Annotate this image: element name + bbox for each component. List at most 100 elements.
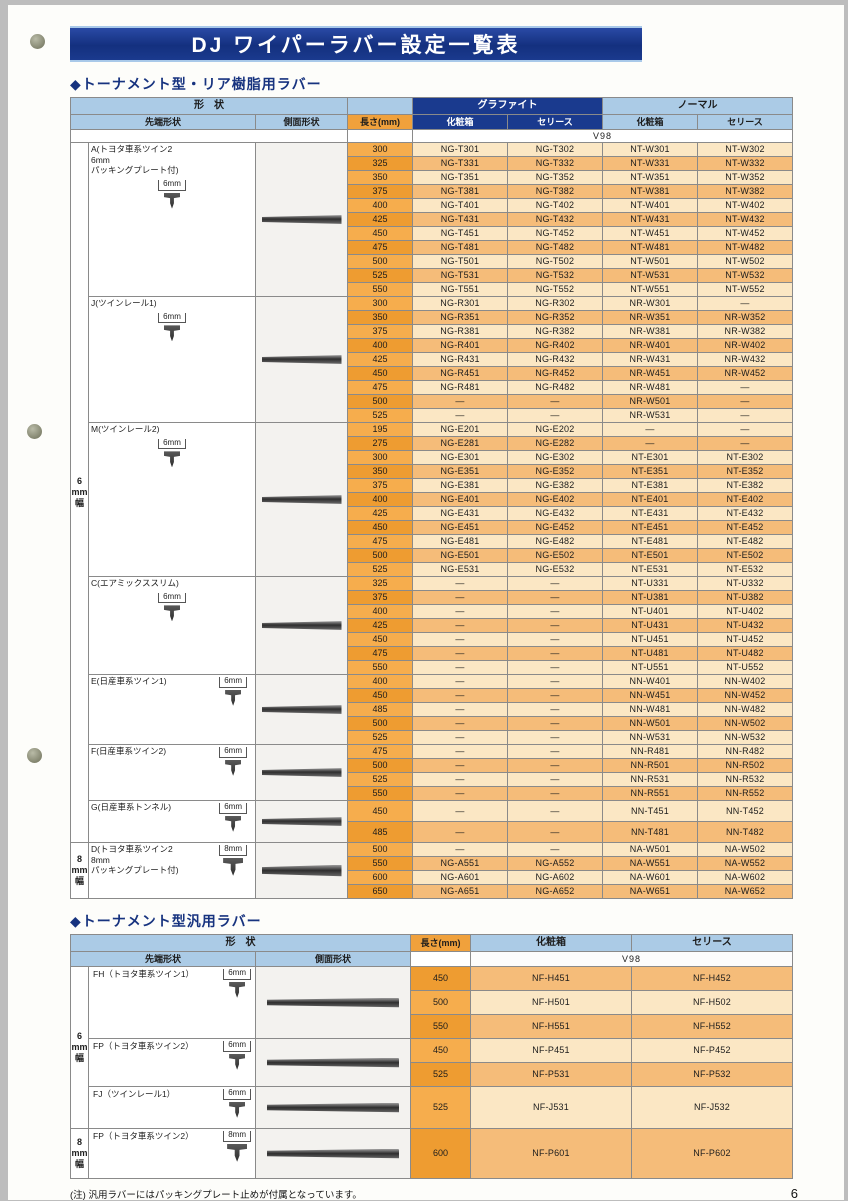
group-label-line: C(エアミックススリム)	[91, 578, 179, 588]
length-cell: 525	[347, 408, 414, 423]
length-cell: 350	[347, 310, 414, 325]
part-number-cell: NG-E401	[412, 492, 509, 507]
part-number-cell: —	[412, 660, 509, 675]
part-number-cell: NT-U332	[697, 576, 794, 591]
length-cell: 550	[347, 786, 414, 801]
table-row: 550 NF-H551 NF-H552	[71, 1014, 794, 1039]
tip-shape-cell: FP（トヨタ車系ツイン2） 6mm	[88, 1038, 256, 1087]
length-cell: 525	[347, 730, 414, 745]
tip-shape-drawing: 6mm	[158, 438, 186, 468]
part-number-cell: NG-E431	[412, 506, 509, 521]
part-number-cell: NN-T452	[697, 800, 794, 822]
table-row: 400— — NT-U401 NT-U402	[71, 604, 794, 619]
length-cell: 500	[347, 758, 414, 773]
table-row: M(ツインレール2) 6mm 195 NG-E201 NG-E202— —	[71, 422, 794, 577]
section2-heading: ◆トーナメント型汎用ラバー	[70, 913, 262, 929]
part-number-cell: NG-E352	[507, 464, 604, 479]
part-number-cell: —	[697, 394, 794, 409]
length-cell: 300	[347, 450, 414, 465]
part-number-cell: NT-W301	[602, 142, 699, 157]
part-number-cell: NG-E381	[412, 478, 509, 493]
table-row: FP（トヨタ車系ツイン2） 6mm 450 NF-P451 NF-P452	[71, 1038, 794, 1087]
tip-shape-drawing: 6mm	[223, 968, 251, 998]
part-number-cell: NR-W382	[697, 324, 794, 339]
part-number-cell: NN-W481	[602, 702, 699, 717]
length-cell: 650	[347, 884, 414, 899]
length-cell: 350	[347, 464, 414, 479]
part-number-cell: NT-W552	[697, 282, 794, 297]
part-number-cell: NF-H452	[631, 966, 794, 991]
part-number-cell: NT-E432	[697, 506, 794, 521]
tip-shape-header: 先端形状	[70, 114, 256, 130]
table-row: 6 mm 幅 FH（トヨタ車系ツイン1） 6mm 450 NF-H451 NF-H452	[70, 966, 794, 1129]
part-number-cell: NG-E481	[412, 534, 509, 549]
punch-hole-icon	[30, 34, 45, 49]
part-number-cell: NA-W602	[697, 870, 794, 885]
part-number-cell: NG-T351	[412, 170, 509, 185]
length-cell: 325	[347, 576, 414, 591]
length-cell: 450	[347, 226, 414, 241]
group-label: G(日産車系トンネル)	[90, 802, 255, 814]
part-number-cell: NG-E402	[507, 492, 604, 507]
part-number-cell: NR-W481	[602, 380, 699, 395]
part-number-cell: NN-W451	[602, 688, 699, 703]
part-number-cell: NF-J532	[631, 1086, 794, 1129]
part-number-cell: NR-W451	[602, 366, 699, 381]
group-label-line: G(日産車系トンネル)	[91, 802, 172, 812]
table-row: 275 NG-E281 NG-E282— —	[71, 436, 794, 451]
part-number-cell: —	[507, 716, 604, 731]
tip-size-label: 6mm	[158, 592, 186, 604]
length-cell: 325	[347, 156, 414, 171]
side-shape-cell	[254, 744, 349, 801]
side-shape-cell	[254, 800, 349, 843]
part-number-cell: NG-E532	[507, 562, 604, 577]
part-number-cell: NG-E282	[507, 436, 604, 451]
table-row: 450 NG-E451 NG-E452 NT-E451 NT-E452	[71, 520, 794, 535]
length-cell: 525	[410, 1086, 472, 1129]
part-number-cell: NG-E301	[412, 450, 509, 465]
part-number-cell: NG-T551	[412, 282, 509, 297]
part-number-cell: NG-R431	[412, 352, 509, 367]
length-cell: 550	[347, 282, 414, 297]
part-number-cell: NT-U382	[697, 590, 794, 605]
length-header: 長さ(mm)	[410, 934, 472, 952]
length-cell: 450	[410, 966, 472, 991]
part-number-cell: NR-W301	[602, 296, 699, 311]
table-row: 550 NG-A551 NG-A552 NA-W551 NA-W552	[71, 856, 794, 871]
part-number-cell: NF-P602	[631, 1128, 794, 1179]
length-cell: 195	[347, 422, 414, 437]
table-row: 485— — NN-W481 NN-W482	[71, 702, 794, 717]
tip-size-label: 6mm	[219, 746, 247, 758]
tip-shape-drawing: 6mm	[219, 676, 247, 706]
part-number-cell: NF-H502	[631, 990, 794, 1015]
table-row: 450— — NT-U451 NT-U452	[71, 632, 794, 647]
part-number-cell: —	[507, 800, 604, 822]
part-number-cell: NN-T451	[602, 800, 699, 822]
punch-hole-icon	[27, 748, 42, 763]
footnote: (注) 汎用ラバーにはパッキングプレート止めが付属となっています。	[70, 1190, 362, 1201]
part-number-cell: NA-W601	[602, 870, 699, 885]
part-number-cell: NN-W452	[697, 688, 794, 703]
side-shape-header: 側面形状	[254, 951, 412, 967]
part-number-cell: NN-T481	[602, 821, 699, 843]
table-row: 550— — NT-U551 NT-U552	[71, 660, 794, 675]
tip-shape-drawing: 6mm	[219, 802, 247, 832]
length-cell: 485	[347, 702, 414, 717]
part-number-cell: NN-R532	[697, 772, 794, 787]
part-number-cell: —	[412, 800, 509, 822]
table-row: 500— — NN-W501 NN-W502	[71, 716, 794, 731]
length-cell: 450	[347, 366, 414, 381]
shape-header: 形 状	[69, 97, 349, 115]
part-number-cell: NG-T501	[412, 254, 509, 269]
part-number-cell: —	[697, 380, 794, 395]
part-number-cell: —	[412, 590, 509, 605]
part-number-cell: NF-P451	[470, 1038, 633, 1063]
length-cell: 600	[410, 1128, 472, 1179]
part-number-cell: NT-W452	[697, 226, 794, 241]
table-row: 425— — NT-U431 NT-U432	[71, 618, 794, 633]
tip-size-label: 8mm	[223, 1130, 251, 1142]
part-number-cell: NF-H551	[470, 1014, 633, 1039]
width-band-char: 8	[76, 853, 82, 864]
tip-size-label: 6mm	[158, 438, 186, 450]
length-cell: 550	[347, 660, 414, 675]
